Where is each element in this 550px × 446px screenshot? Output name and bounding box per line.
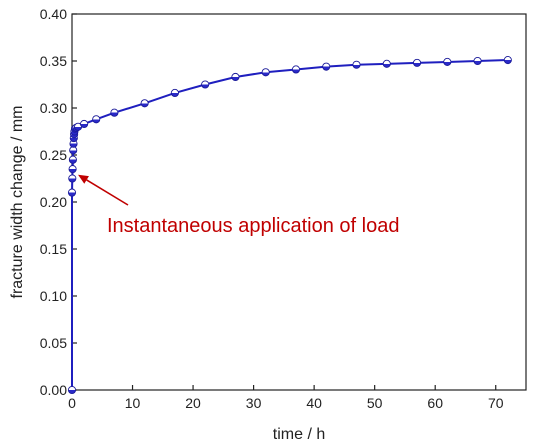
x-tick-label: 20 <box>185 395 201 411</box>
y-tick-label: 0.00 <box>40 382 67 398</box>
y-tick-label: 0.35 <box>40 53 67 69</box>
y-tick-label: 0.40 <box>40 6 67 22</box>
y-tick-label: 0.05 <box>40 335 67 351</box>
data-point <box>261 68 270 77</box>
data-point <box>291 65 301 74</box>
y-tick-label: 0.25 <box>40 147 67 163</box>
y-tick-label: 0.30 <box>40 100 67 116</box>
data-point <box>443 57 452 66</box>
data-point <box>68 155 77 164</box>
data-point <box>170 88 179 98</box>
data-point <box>382 59 391 68</box>
x-axis-label: time / h <box>273 426 325 443</box>
y-tick-label: 0.10 <box>40 288 67 304</box>
annotation-group: Instantaneous application of load <box>78 174 399 237</box>
x-tick-label: 0 <box>68 395 76 411</box>
data-point <box>80 119 89 129</box>
x-tick-label: 50 <box>367 395 383 411</box>
data-point <box>473 56 482 66</box>
data-point <box>140 99 149 108</box>
data-point <box>68 174 77 183</box>
y-tick-label: 0.15 <box>40 241 67 257</box>
x-tick-label: 60 <box>427 395 443 411</box>
x-tick-label: 70 <box>488 395 504 411</box>
y-tick-label: 0.20 <box>40 194 67 210</box>
data-point <box>322 62 331 71</box>
x-axis-ticks: 0 10 20 30 40 50 60 70 <box>68 385 504 411</box>
data-point <box>352 60 361 69</box>
annotation-arrow <box>86 179 129 206</box>
data-point <box>69 146 78 155</box>
data-point <box>231 72 240 82</box>
data-point <box>67 385 77 395</box>
x-tick-label: 40 <box>306 395 322 411</box>
data-point <box>412 58 422 67</box>
series-layer <box>67 56 512 395</box>
data-point <box>503 56 512 65</box>
data-point <box>67 188 77 197</box>
y-axis-label: fracture width change / mm <box>9 106 26 299</box>
x-tick-label: 30 <box>246 395 262 411</box>
data-point <box>92 115 101 124</box>
data-point <box>110 108 119 117</box>
x-tick-label: 10 <box>125 395 141 411</box>
data-point <box>68 165 77 174</box>
annotation-arrowhead <box>78 174 89 184</box>
annotation-text: Instantaneous application of load <box>107 215 399 237</box>
y-axis-ticks: 0.00 0.05 0.10 0.15 0.20 0.25 0.30 0.35 0.40 <box>40 6 77 398</box>
data-point <box>201 80 210 89</box>
